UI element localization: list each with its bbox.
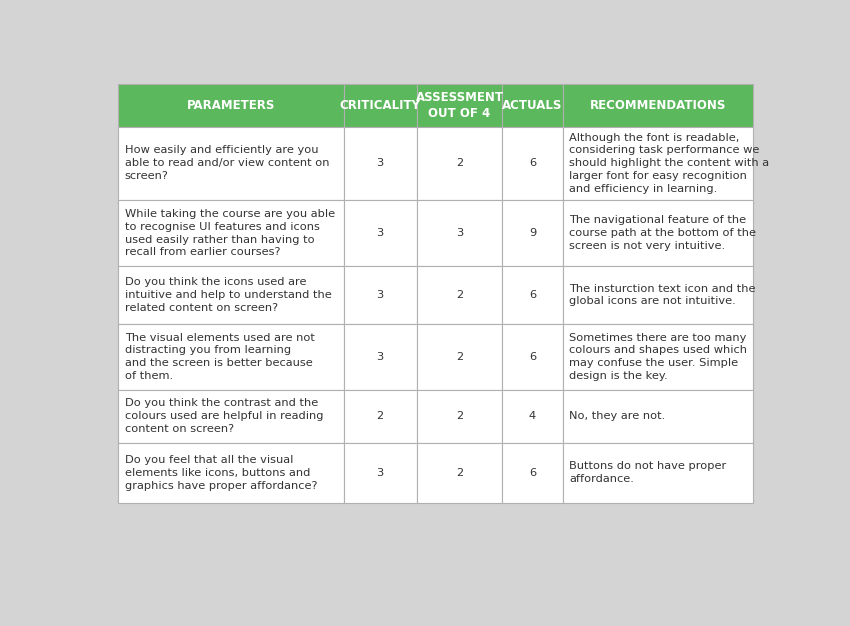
Text: 6: 6 (529, 468, 536, 478)
Bar (502, 200, 563, 267)
Bar (343, 324, 416, 390)
Text: The insturction text icon and the
global icons are not intuitive.: The insturction text icon and the global… (570, 284, 756, 306)
Bar (118, 200, 343, 267)
Bar (416, 126, 502, 200)
Text: Do you feel that all the visual
elements like icons, buttons and
graphics have p: Do you feel that all the visual elements… (125, 455, 317, 491)
Text: 9: 9 (529, 228, 536, 238)
Bar (563, 267, 753, 324)
Text: 2: 2 (456, 468, 463, 478)
Bar (563, 126, 753, 200)
Bar (118, 443, 343, 503)
Text: 3: 3 (377, 228, 383, 238)
Text: The visual elements used are not
distracting you from learning
and the screen is: The visual elements used are not distrac… (125, 332, 314, 381)
Bar (343, 390, 416, 443)
Text: 2: 2 (377, 411, 383, 421)
Text: Buttons do not have proper
affordance.: Buttons do not have proper affordance. (570, 461, 727, 484)
Text: 2: 2 (456, 158, 463, 168)
Text: While taking the course are you able
to recognise UI features and icons
used eas: While taking the course are you able to … (125, 209, 335, 257)
Bar (563, 443, 753, 503)
Bar (502, 84, 563, 126)
Bar (502, 324, 563, 390)
Text: ACTUALS: ACTUALS (502, 99, 563, 111)
Bar (343, 126, 416, 200)
Text: Sometimes there are too many
colours and shapes used which
may confuse the user.: Sometimes there are too many colours and… (570, 332, 747, 381)
Bar (118, 84, 343, 126)
Bar (502, 126, 563, 200)
Text: The navigational feature of the
course path at the bottom of the
screen is not v: The navigational feature of the course p… (570, 215, 756, 251)
Bar (343, 200, 416, 267)
Text: 6: 6 (529, 290, 536, 300)
Text: 3: 3 (377, 158, 383, 168)
Text: 2: 2 (456, 411, 463, 421)
Text: 6: 6 (529, 352, 536, 362)
Text: How easily and efficiently are you
able to read and/or view content on
screen?: How easily and efficiently are you able … (125, 145, 329, 181)
Bar (343, 443, 416, 503)
Text: Do you think the icons used are
intuitive and help to understand the
related con: Do you think the icons used are intuitiv… (125, 277, 332, 313)
Bar (416, 390, 502, 443)
Bar (416, 267, 502, 324)
Text: RECOMMENDATIONS: RECOMMENDATIONS (590, 99, 726, 111)
Bar (563, 324, 753, 390)
Bar (118, 267, 343, 324)
Bar (118, 126, 343, 200)
Bar (343, 84, 416, 126)
Bar (343, 267, 416, 324)
Bar (502, 267, 563, 324)
Text: 3: 3 (377, 468, 383, 478)
Bar (416, 200, 502, 267)
Text: Although the font is readable,
considering task performance we
should highlight : Although the font is readable, consideri… (570, 133, 769, 194)
Bar (118, 390, 343, 443)
Text: 6: 6 (529, 158, 536, 168)
Bar (563, 200, 753, 267)
Text: 2: 2 (456, 352, 463, 362)
Text: ASSESSMENT
OUT OF 4: ASSESSMENT OUT OF 4 (416, 91, 503, 120)
Bar (502, 443, 563, 503)
Text: 3: 3 (377, 352, 383, 362)
Text: PARAMETERS: PARAMETERS (187, 99, 275, 111)
Text: 2: 2 (456, 290, 463, 300)
Bar (502, 390, 563, 443)
Text: 3: 3 (377, 290, 383, 300)
Text: CRITICALITY: CRITICALITY (339, 99, 421, 111)
Bar (416, 443, 502, 503)
Bar (416, 84, 502, 126)
Text: 3: 3 (456, 228, 463, 238)
Text: Do you think the contrast and the
colours used are helpful in reading
content on: Do you think the contrast and the colour… (125, 399, 323, 434)
Bar (416, 324, 502, 390)
Text: No, they are not.: No, they are not. (570, 411, 666, 421)
Text: 4: 4 (529, 411, 536, 421)
Bar (563, 390, 753, 443)
Bar (563, 84, 753, 126)
Bar (118, 324, 343, 390)
